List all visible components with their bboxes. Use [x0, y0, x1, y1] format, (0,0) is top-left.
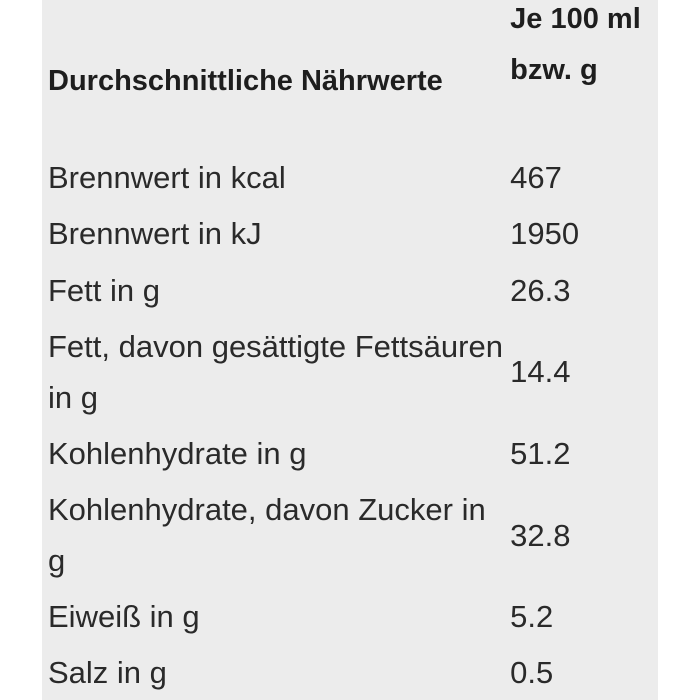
row-value: 14.4 — [510, 354, 571, 389]
table-background — [42, 0, 658, 700]
table-row: Kohlenhydrate, davon Zucker in g 32.8 — [42, 482, 658, 588]
table-row: Eiweiß in g 5.2 — [42, 588, 658, 645]
header-label: Durchschnittliche Nährwerte — [48, 64, 443, 97]
table-row: Salz in g 0.5 — [42, 645, 658, 700]
table-row: Fett, davon gesättigte Fettsäuren in g 1… — [42, 318, 658, 425]
row-value: 51.2 — [510, 436, 571, 471]
table-row: Brennwert in kJ 1950 — [42, 205, 658, 262]
table-row: Kohlenhydrate in g 51.2 — [42, 425, 658, 482]
row-label: Fett, davon gesättigte Fettsäuren in g — [48, 328, 503, 415]
row-value: 1950 — [510, 216, 580, 251]
row-label: Fett in g — [48, 272, 160, 308]
row-label: Salz in g — [48, 655, 167, 690]
row-value: 32.8 — [510, 517, 571, 553]
row-value: 26.3 — [510, 272, 571, 308]
row-value: 467 — [510, 160, 562, 195]
row-label: Kohlenhydrate, davon Zucker in g — [48, 492, 486, 578]
row-label: Eiweiß in g — [48, 599, 200, 634]
row-value: 5.2 — [510, 599, 554, 634]
row-value: 0.5 — [510, 655, 554, 690]
nutrition-table: Durchschnittliche Nährwerte Je 100 ml bz… — [42, 0, 658, 700]
table-row: Fett in g 26.3 — [42, 262, 658, 318]
table-header-row: Durchschnittliche Nährwerte Je 100 ml bz… — [42, 0, 658, 150]
table-row: Brennwert in kcal 467 — [42, 150, 658, 205]
row-label: Brennwert in kJ — [48, 216, 262, 251]
row-label: Kohlenhydrate in g — [48, 436, 307, 471]
row-label: Brennwert in kcal — [48, 160, 286, 195]
header-value: Je 100 ml bzw. g — [510, 3, 641, 86]
